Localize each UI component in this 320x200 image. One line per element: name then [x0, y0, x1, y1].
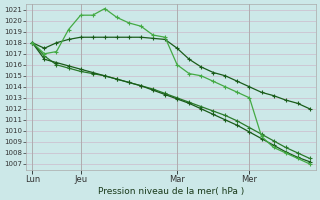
- X-axis label: Pression niveau de la mer( hPa ): Pression niveau de la mer( hPa ): [98, 187, 244, 196]
